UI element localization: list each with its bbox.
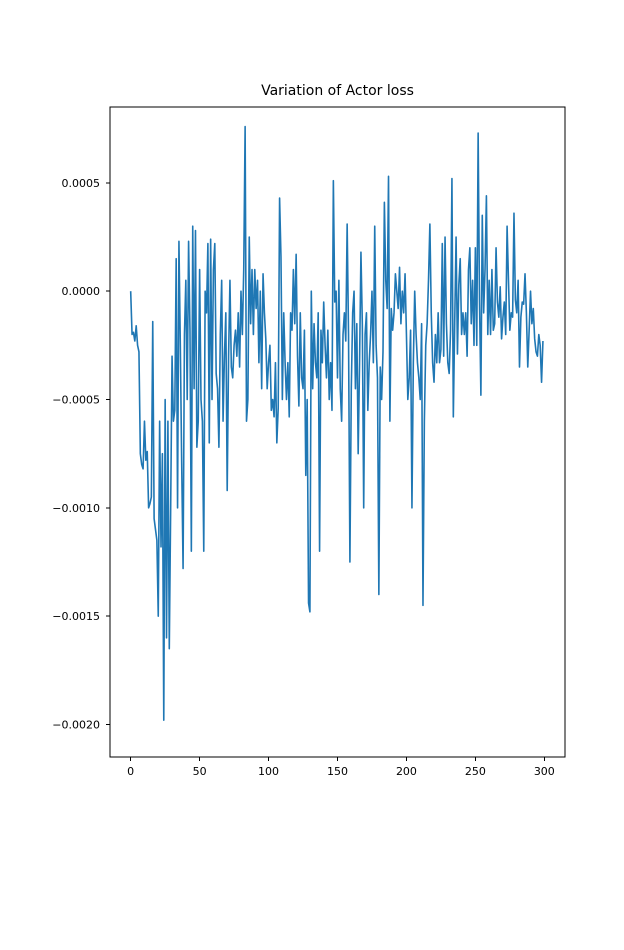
x-tick-label: 300: [534, 765, 555, 778]
y-tick-label: −0.0010: [52, 502, 100, 515]
x-tick-label: 100: [258, 765, 279, 778]
line-chart: Variation of Actor loss 0 50 100 150 200 250 30…: [0, 0, 624, 950]
y-tick-label: −0.0020: [52, 719, 100, 732]
chart-title: Variation of Actor loss: [261, 83, 414, 99]
y-tick-label: 0.0005: [62, 177, 101, 190]
x-tick-label: 50: [193, 765, 207, 778]
y-tick-label: 0.0000: [62, 285, 101, 298]
y-tick-label: −0.0015: [52, 610, 100, 623]
y-tick-label: −0.0005: [52, 394, 100, 407]
x-tick-label: 250: [465, 765, 486, 778]
chart-container: Variation of Actor loss 0 50 100 150 200 250 30…: [0, 0, 624, 950]
x-tick-label: 150: [327, 765, 348, 778]
x-tick-label: 200: [396, 765, 417, 778]
x-tick-label: 0: [127, 765, 134, 778]
